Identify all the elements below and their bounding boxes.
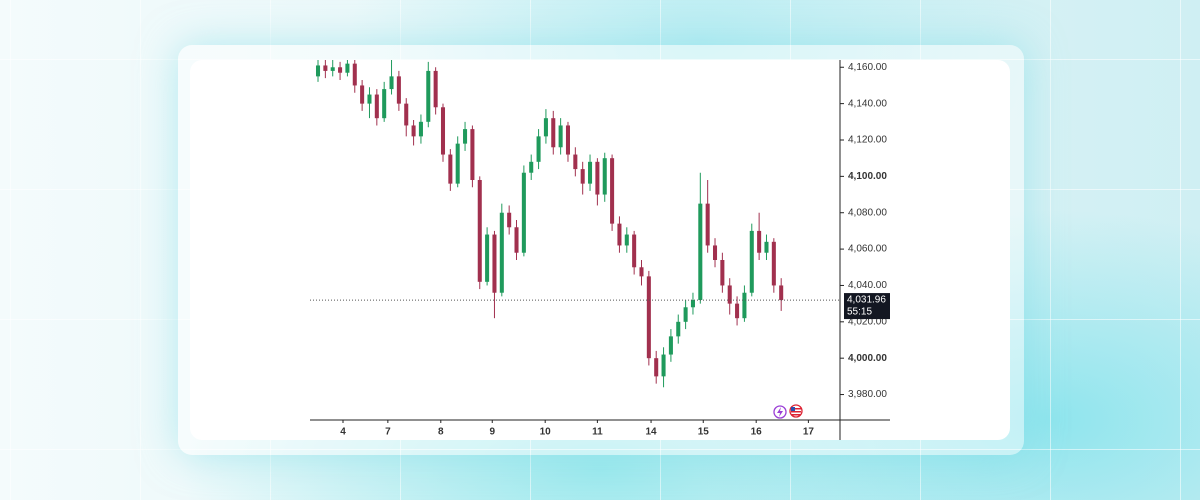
candle-body <box>433 70 438 108</box>
candle-body <box>315 65 321 77</box>
candle-body <box>367 94 372 104</box>
candle-body <box>404 103 409 126</box>
candle-body <box>588 161 593 184</box>
candle-body <box>323 65 328 71</box>
y-tick-label: 4,000.00 <box>848 353 887 364</box>
chart-card: 3,980.00 4,000.00 4,020.00 4,040.00 4,060.00… <box>190 60 1010 440</box>
y-tick-label: 4,040.00 <box>848 280 887 291</box>
candle-body <box>771 241 776 286</box>
y-tick-label: 4,020.00 <box>848 316 887 327</box>
chart: 3,980.00 4,000.00 4,020.00 4,040.00 4,060.00… <box>310 60 890 440</box>
candle-body <box>661 354 666 377</box>
y-tick-label: 4,060.00 <box>848 244 887 255</box>
y-tick-label: 4,160.00 <box>848 62 887 73</box>
x-tick-label: 7 <box>385 427 391 438</box>
candle-body <box>595 161 600 195</box>
candle-body <box>602 158 607 195</box>
candle-body <box>499 212 504 293</box>
y-tick-label: 4,140.00 <box>848 98 887 109</box>
y-tick-label: 4,080.00 <box>848 207 887 218</box>
candle-body <box>448 154 453 184</box>
candle-body <box>352 63 357 86</box>
candle-body <box>543 118 548 137</box>
candle-body <box>492 234 497 293</box>
y-tick-label: 4,100.00 <box>848 171 887 182</box>
candle-body <box>646 276 651 359</box>
candle-body <box>418 121 423 137</box>
last-price-box <box>844 293 890 320</box>
candle-body <box>779 285 784 301</box>
candle-body <box>727 285 732 304</box>
candle-body <box>654 358 659 377</box>
x-tick-label: 10 <box>540 427 552 438</box>
candle-body <box>330 67 335 71</box>
candle-body <box>735 303 740 319</box>
flag-stripe <box>791 408 801 410</box>
candle-body <box>345 63 350 73</box>
candle-body <box>668 336 673 355</box>
candle-body <box>338 67 343 73</box>
x-tick-label: 17 <box>803 427 815 438</box>
event-icons <box>773 404 803 419</box>
flag-stripe <box>791 411 801 413</box>
candle-body <box>698 203 703 300</box>
candle-body <box>536 136 541 162</box>
candle-body <box>426 70 431 122</box>
candle-body <box>632 234 637 268</box>
candle-body <box>580 169 585 184</box>
candle-body <box>382 89 387 119</box>
candle-body <box>507 212 512 228</box>
candle-body <box>411 125 416 137</box>
candle-body <box>610 158 615 224</box>
candle-body <box>617 223 622 246</box>
candle-body <box>624 234 629 246</box>
x-tick-label: 16 <box>751 427 763 438</box>
candle-body <box>639 267 644 277</box>
candle-body <box>749 230 754 293</box>
candle-body <box>558 125 563 148</box>
candle-body <box>683 307 688 322</box>
candle-body <box>477 180 482 282</box>
candle-body <box>565 125 571 155</box>
x-tick-label: 4 <box>340 427 346 438</box>
candle-body <box>712 245 718 260</box>
lightning-glyph <box>777 407 783 417</box>
x-tick-label: 11 <box>592 427 603 438</box>
x-tick-label: 15 <box>698 427 710 438</box>
candle-body <box>440 107 446 155</box>
flag-canton <box>791 407 795 411</box>
candle-body <box>470 129 475 180</box>
candle-body <box>360 85 365 104</box>
candle-body <box>705 203 710 246</box>
candle-body <box>690 300 695 308</box>
last-price-label: 4,031.96 <box>847 295 886 306</box>
x-tick-label: 14 <box>645 427 657 438</box>
candle-body <box>514 227 519 253</box>
candle-body <box>389 76 394 90</box>
flag-stripe <box>791 414 801 416</box>
candle-body <box>485 234 490 282</box>
candle-body <box>757 230 762 253</box>
y-tick-label: 4,120.00 <box>848 135 887 146</box>
candle-body <box>764 241 769 253</box>
candle-body <box>529 161 534 173</box>
candle-body <box>455 143 460 184</box>
countdown-label: 55:15 <box>847 307 872 318</box>
plot-area <box>315 60 784 388</box>
candle-body <box>573 154 578 170</box>
candle-body <box>374 94 379 119</box>
candle-body <box>463 129 468 144</box>
x-tick-label: 8 <box>438 427 444 438</box>
candle-body <box>742 292 747 319</box>
y-tick-label: 3,980.00 <box>848 389 887 400</box>
candle-body <box>676 321 681 337</box>
candle-body <box>551 118 556 148</box>
candle-body <box>720 260 725 286</box>
x-tick-label: 9 <box>489 427 495 438</box>
candle-body <box>521 172 526 253</box>
candle-body <box>396 76 401 104</box>
